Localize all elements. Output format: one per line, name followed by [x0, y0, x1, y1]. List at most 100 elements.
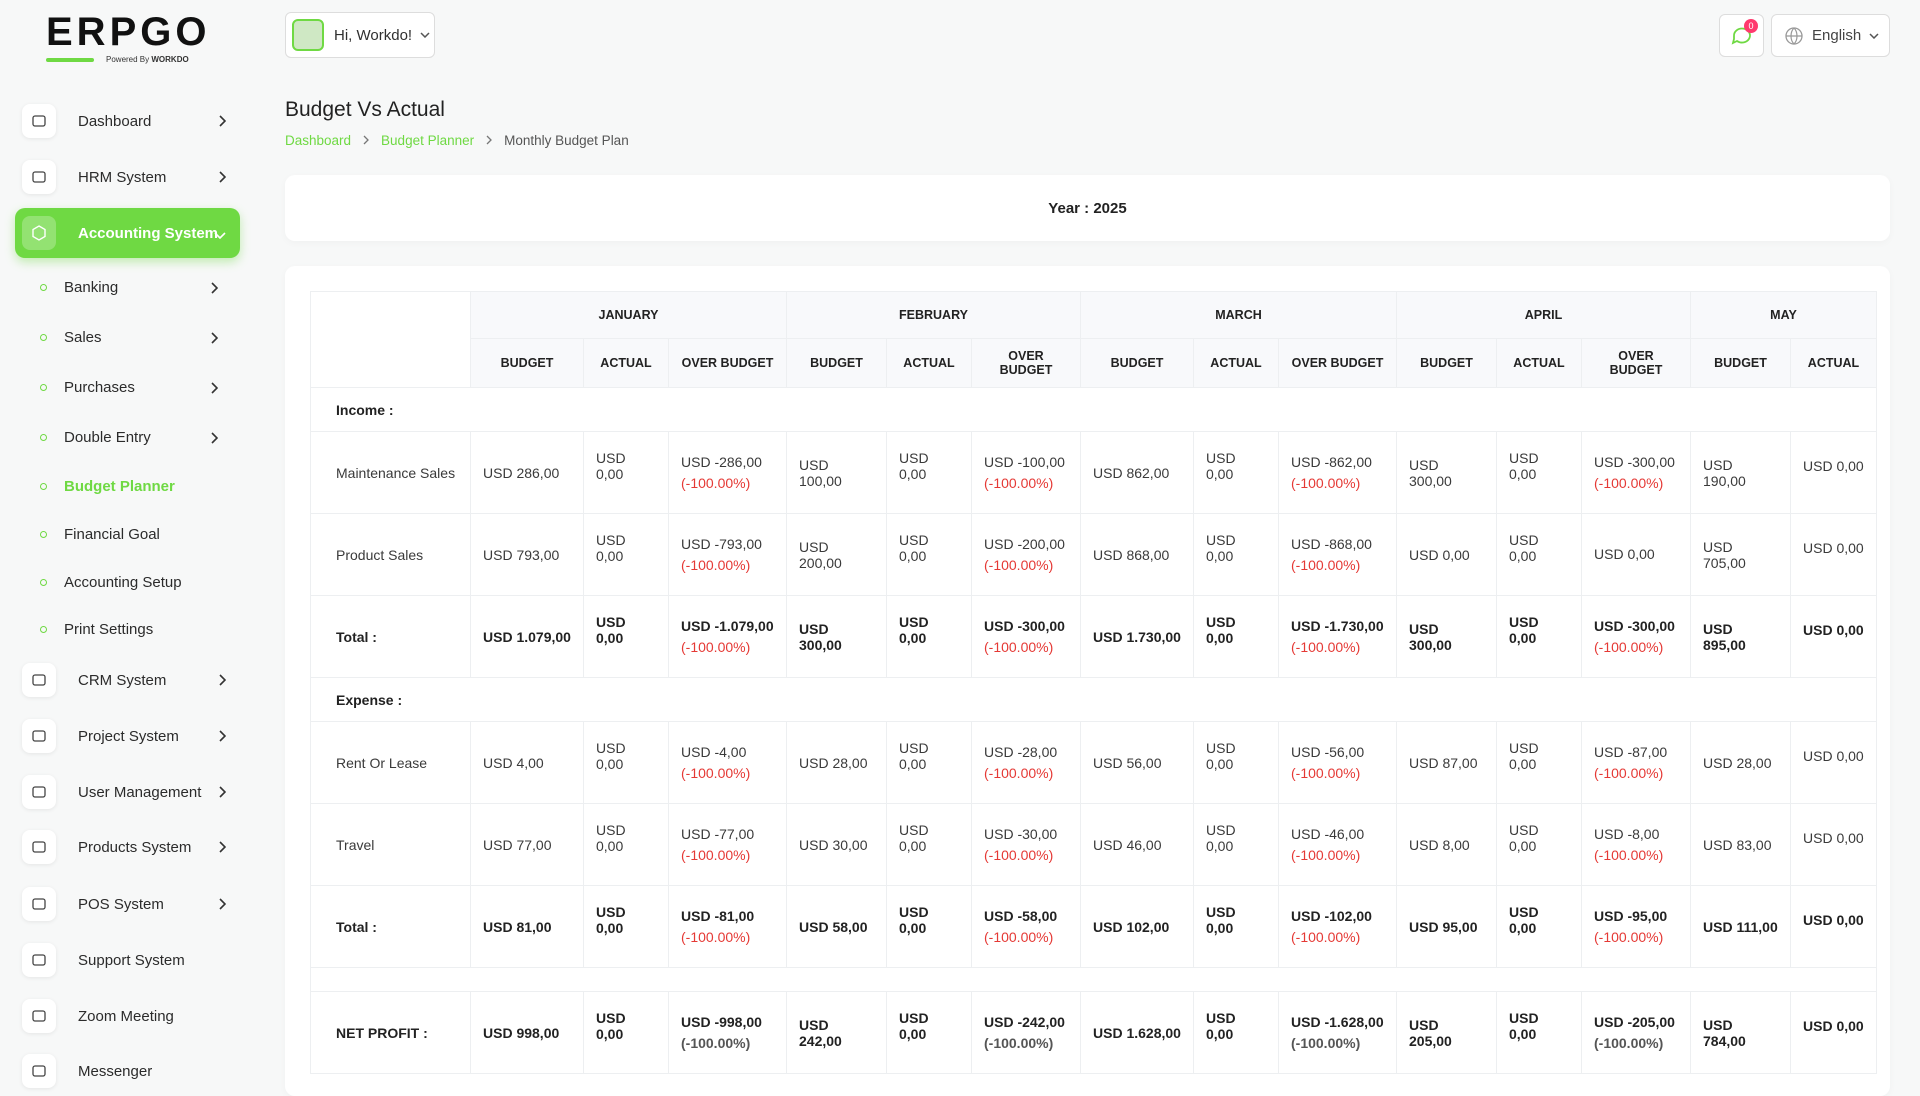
budget-cell: USD 77,00	[470, 803, 584, 886]
section-label: Expense :	[310, 677, 1877, 722]
budget-cell: USD 300,00	[786, 595, 887, 678]
nav-icon	[22, 663, 56, 697]
avatar	[292, 19, 324, 51]
budget-cell: USD 1.628,00	[1080, 991, 1194, 1074]
table-card: JANUARY FEBRUARY MARCH APRIL MAY BUDGET ACTUAL…	[285, 266, 1890, 1096]
actual-cell: USD 0,00	[1496, 595, 1582, 678]
budget-cell: USD 102,00	[1080, 885, 1194, 968]
breadcrumb-item: Monthly Budget Plan	[504, 133, 629, 148]
breadcrumb-item[interactable]: Dashboard	[285, 133, 352, 148]
budget-cell: USD 190,00	[1690, 431, 1791, 514]
submenu-dot	[40, 433, 47, 441]
tagline: Powered By	[106, 55, 150, 64]
actual-cell: USD 0,00	[1790, 803, 1877, 886]
over-budget-percent: (-100.00%)	[1291, 928, 1361, 945]
submenu-item[interactable]: Double Entry	[40, 417, 240, 457]
logo-name: ERPGO	[46, 10, 211, 54]
chevron	[486, 135, 493, 145]
actual-cell: USD 0,00	[1496, 803, 1582, 886]
nav-item[interactable]: User Management	[15, 767, 240, 817]
budget-cell: USD 862,00	[1080, 431, 1194, 514]
logo[interactable]: ERPGO Powered By WORKDO	[46, 12, 216, 68]
submenu-item[interactable]: Print Settings	[40, 609, 240, 649]
nav-item[interactable]: POS System	[15, 879, 240, 929]
over-budget-percent: (-100.00%)	[984, 474, 1054, 491]
nav-icon	[22, 775, 56, 809]
submenu-item[interactable]: Budget Planner	[40, 466, 240, 506]
nav-label: Zoom Meeting	[78, 1007, 174, 1025]
icon	[32, 115, 46, 127]
column-header: OVER BUDGET	[1581, 338, 1691, 388]
notifications[interactable]: 0	[1719, 14, 1764, 57]
submenu-dot	[40, 283, 47, 291]
actual-cell: USD 0,00	[1193, 991, 1279, 1074]
over-budget-cell: USD -205,00 (-100.00%)	[1581, 991, 1691, 1074]
submenu-item[interactable]: Sales	[40, 317, 240, 357]
submenu-arrow	[210, 431, 219, 448]
submenu-item[interactable]: Banking	[40, 267, 240, 307]
budget-cell: USD 8,00	[1396, 803, 1497, 886]
header-cell	[310, 291, 471, 388]
nav-item[interactable]: CRM System	[15, 655, 240, 705]
spacer-cell	[310, 967, 1877, 992]
over-budget-cell: USD -77,00 (-100.00%)	[668, 803, 787, 886]
month-header: MARCH	[1080, 291, 1397, 339]
submenu-arrow	[210, 331, 219, 348]
column-header: ACTUAL	[1496, 338, 1582, 388]
nav-icon	[22, 1054, 56, 1088]
actual-cell: USD 0,00	[1193, 431, 1279, 514]
over-budget-percent: (-100.00%)	[1594, 928, 1664, 945]
nav-item[interactable]: Zoom Meeting	[15, 991, 240, 1041]
nav-item[interactable]: Accounting System	[15, 208, 240, 258]
over-budget-percent: (-100.00%)	[1594, 1034, 1664, 1051]
logo-tagline: Powered By WORKDO	[106, 55, 189, 64]
nav-label: Dashboard	[78, 112, 152, 130]
submenu-item[interactable]: Financial Goal	[40, 514, 240, 554]
user-menu[interactable]: Hi, Workdo!	[285, 12, 435, 58]
actual-cell: USD 0,00	[1193, 803, 1279, 886]
nav-item[interactable]: Products System	[15, 822, 240, 872]
over-budget-value: USD -56,00	[1291, 743, 1365, 760]
month-header: FEBRUARY	[786, 291, 1081, 339]
over-budget-cell: USD -242,00 (-100.00%)	[971, 991, 1081, 1074]
over-budget-value: USD -1.079,00	[681, 617, 774, 634]
actual-cell: USD 0,00	[583, 513, 669, 596]
nav-item[interactable]: Messenger	[15, 1046, 240, 1096]
over-budget-percent: (-100.00%)	[681, 638, 751, 655]
submenu-arrow	[210, 381, 219, 398]
actual-cell: USD 0,00	[1193, 721, 1279, 804]
submenu-dot	[40, 530, 47, 538]
actual-cell: USD 0,00	[1790, 513, 1877, 596]
column-header: OVER BUDGET	[971, 338, 1081, 388]
column-header: OVER BUDGET	[1278, 338, 1397, 388]
nav-item[interactable]: Support System	[15, 935, 240, 985]
over-budget-percent: (-100.00%)	[681, 928, 751, 945]
over-budget-value: USD -862,00	[1291, 453, 1372, 470]
breadcrumb-item[interactable]: Budget Planner	[381, 133, 475, 148]
over-budget-percent: (-100.00%)	[681, 764, 751, 781]
year: Year : 2025	[1048, 199, 1127, 217]
year-card: Year : 2025	[285, 175, 1890, 241]
over-budget-value: USD -81,00	[681, 907, 755, 924]
over-budget-cell: USD -56,00 (-100.00%)	[1278, 721, 1397, 804]
over-budget-value: USD -868,00	[1291, 535, 1372, 552]
submenu-item[interactable]: Accounting Setup	[40, 562, 240, 602]
arrow	[219, 115, 227, 127]
page-title: Budget Vs Actual	[285, 98, 445, 121]
nav-arrow	[218, 170, 227, 187]
nav-item[interactable]: Project System	[15, 711, 240, 761]
submenu-label: Sales	[64, 328, 102, 346]
over-budget-cell: USD -300,00 (-100.00%)	[1581, 595, 1691, 678]
over-budget-value: USD -286,00	[681, 453, 762, 470]
nav-icon	[22, 160, 56, 194]
globe	[1785, 26, 1803, 45]
nav-item[interactable]: Dashboard	[15, 96, 240, 146]
nav-arrow	[218, 840, 227, 857]
nav-item[interactable]: HRM System	[15, 152, 240, 202]
actual-cell: USD 0,00	[886, 595, 972, 678]
over-budget-cell: USD -87,00 (-100.00%)	[1581, 721, 1691, 804]
submenu-item[interactable]: Purchases	[40, 367, 240, 407]
budget-cell: USD 705,00	[1690, 513, 1791, 596]
language-menu[interactable]: English	[1771, 14, 1890, 57]
over-budget-value: USD -200,00	[984, 535, 1065, 552]
